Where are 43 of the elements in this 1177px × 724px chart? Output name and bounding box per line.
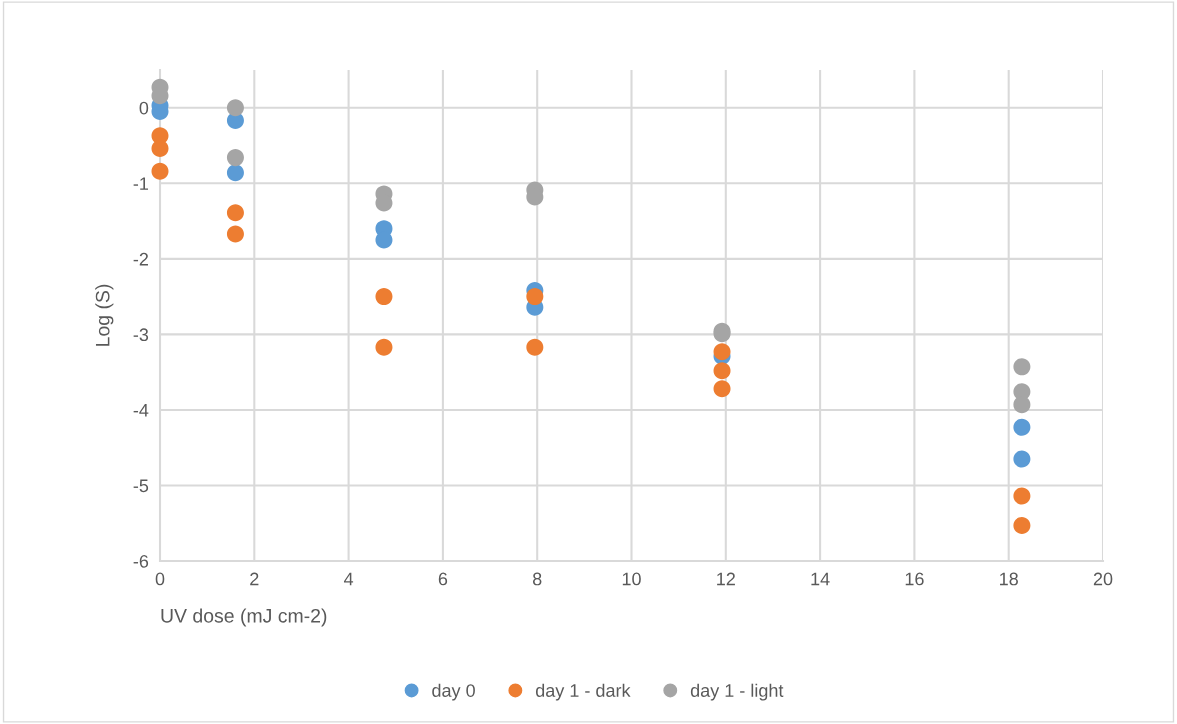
point: [226, 225, 244, 243]
x-tick-label: 14: [811, 572, 830, 586]
x-tick-label: 4: [343, 572, 354, 586]
point: [226, 99, 244, 117]
point: [1013, 516, 1031, 534]
point: [526, 288, 544, 306]
x-tick-label: 2: [250, 572, 259, 586]
x-tick-label: 20: [1093, 572, 1113, 586]
point: [226, 204, 244, 222]
point: [713, 380, 731, 398]
x-tick-label: 18: [1000, 572, 1018, 586]
x-tick-label: 0: [155, 572, 165, 586]
y-tick-label: -5: [133, 479, 149, 493]
x-tick-label: 10: [622, 572, 641, 586]
point: [1013, 487, 1031, 505]
x-tick-label: 12: [717, 572, 735, 586]
y-tick-label: -4: [133, 404, 149, 417]
point: [375, 288, 393, 306]
x-axis-title: UV dose (mJ cm-2): [161, 608, 327, 627]
y-tick-label: -1: [133, 177, 149, 190]
point: [226, 149, 244, 167]
x-tick-label: 16: [905, 572, 924, 586]
y-tick-label: -3: [133, 328, 149, 342]
x-tick-label: 8: [532, 572, 542, 586]
point: [151, 140, 169, 158]
point: [713, 362, 731, 380]
y-tick-label: 0: [139, 101, 149, 115]
point: [375, 338, 393, 356]
legend-label: day 1 - dark: [535, 683, 631, 701]
legend-label: day 0: [432, 683, 475, 701]
point: [1013, 418, 1031, 436]
x-tick-label: 6: [438, 572, 448, 586]
legend-label: day 1 - light: [690, 683, 784, 701]
point: [1013, 450, 1031, 468]
y-axis-title: Log (S): [95, 284, 114, 346]
point: [1013, 396, 1031, 414]
point: [151, 162, 169, 180]
point: [526, 338, 544, 356]
point: [713, 343, 731, 361]
point: [1013, 358, 1031, 376]
y-tick-label: -2: [133, 252, 148, 266]
point: [226, 164, 244, 182]
y-tick-label: -6: [133, 554, 149, 568]
